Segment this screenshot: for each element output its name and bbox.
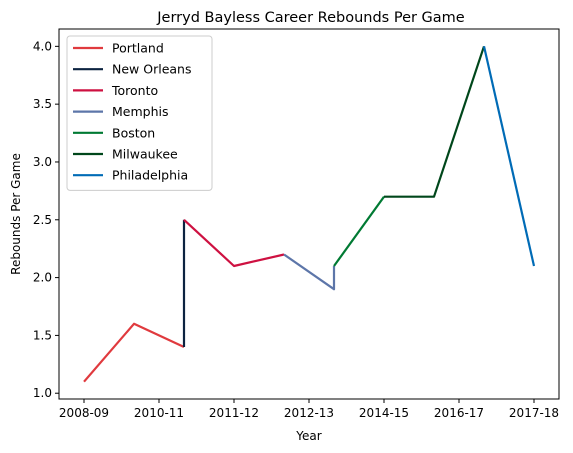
x-tick-label-1: 2010-11 [134, 406, 184, 420]
legend: Portland New Orleans Toronto Memphis Boston M… [66, 35, 213, 191]
legend-entry-6: Philadelphia [112, 168, 188, 183]
y-tick-label-4: 3.0 [33, 155, 52, 169]
y-axis: 1.0 1.5 2.0 2.5 3.0 3.5 4.0 [33, 39, 59, 400]
legend-entry-0: Portland [112, 41, 164, 56]
y-axis-label: Rebounds Per Game [9, 153, 23, 275]
x-axis: 2008-09 2010-11 2011-12 2012-13 2014-15 2016-… [59, 399, 559, 420]
y-tick-label-6: 4.0 [33, 39, 52, 53]
series-line-0 [83, 322, 185, 383]
series-line-2 [183, 218, 285, 268]
y-tick-label-0: 1.0 [33, 386, 52, 400]
legend-box [66, 35, 213, 191]
series-line-3 [283, 253, 336, 291]
legend-entry-3: Memphis [112, 104, 169, 119]
series-line-5 [384, 45, 486, 198]
y-tick-label-1: 1.5 [33, 328, 52, 342]
x-tick-label-2: 2011-12 [209, 406, 259, 420]
chart-title: Jerryd Bayless Career Rebounds Per Game [156, 10, 465, 26]
legend-entry-2: Toronto [111, 83, 158, 98]
x-tick-label-6: 2017-18 [509, 406, 559, 420]
plot-lines [83, 45, 536, 383]
legend-entry-4: Boston [112, 125, 155, 140]
x-tick-label-4: 2014-15 [359, 406, 409, 420]
x-tick-label-0: 2008-09 [59, 406, 109, 420]
series-line-6 [482, 46, 536, 267]
legend-entry-1: New Orleans [112, 62, 191, 77]
legend-entry-5: Milwaukee [112, 147, 178, 162]
y-tick-label-5: 3.5 [33, 97, 52, 111]
series-line-4 [333, 196, 385, 267]
x-axis-label: Year [295, 429, 321, 443]
y-tick-label-3: 2.5 [33, 213, 52, 227]
x-tick-label-5: 2016-17 [434, 406, 484, 420]
x-tick-label-3: 2012-13 [284, 406, 334, 420]
y-tick-label-2: 2.0 [33, 271, 52, 285]
